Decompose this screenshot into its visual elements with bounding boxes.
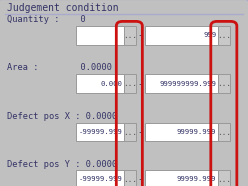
Bar (124, 74, 136, 93)
Bar (145, 74, 218, 93)
Text: ...: ... (123, 79, 137, 88)
Bar (76, 170, 124, 186)
Text: Defect pos X : 0.0000: Defect pos X : 0.0000 (7, 112, 118, 121)
Text: ...: ... (217, 31, 231, 40)
Text: 0.000: 0.000 (100, 81, 122, 87)
Text: Judgement condition: Judgement condition (7, 3, 119, 13)
Bar (124, 123, 136, 141)
Text: -: - (137, 127, 143, 137)
Text: Defect pos Y : 0.0000: Defect pos Y : 0.0000 (7, 160, 118, 169)
Text: -99999.999: -99999.999 (78, 129, 122, 135)
Bar (124, 26, 136, 45)
Bar (218, 123, 230, 141)
Text: ...: ... (123, 128, 137, 137)
Text: Area :        0.0000: Area : 0.0000 (7, 63, 112, 72)
Bar (218, 170, 230, 186)
Bar (124, 170, 136, 186)
Text: ...: ... (217, 79, 231, 88)
Text: ...: ... (123, 31, 137, 40)
Bar (218, 26, 230, 45)
Bar (145, 123, 218, 141)
Bar (145, 26, 218, 45)
Bar (76, 123, 124, 141)
Text: ...: ... (123, 175, 137, 184)
Text: -: - (137, 174, 143, 185)
Bar (218, 74, 230, 93)
Text: 999999999.999: 999999999.999 (159, 81, 216, 87)
Text: -: - (137, 79, 143, 89)
Text: Quantity :    0: Quantity : 0 (7, 15, 86, 24)
Text: -99999.999: -99999.999 (78, 177, 122, 182)
Text: 99999.999: 99999.999 (177, 129, 216, 135)
Text: 99999.999: 99999.999 (177, 177, 216, 182)
Bar (145, 170, 218, 186)
Bar (76, 74, 124, 93)
Text: 999: 999 (203, 32, 216, 38)
Text: -: - (137, 30, 143, 40)
Text: ...: ... (217, 175, 231, 184)
Text: ...: ... (217, 128, 231, 137)
Bar (76, 26, 124, 45)
